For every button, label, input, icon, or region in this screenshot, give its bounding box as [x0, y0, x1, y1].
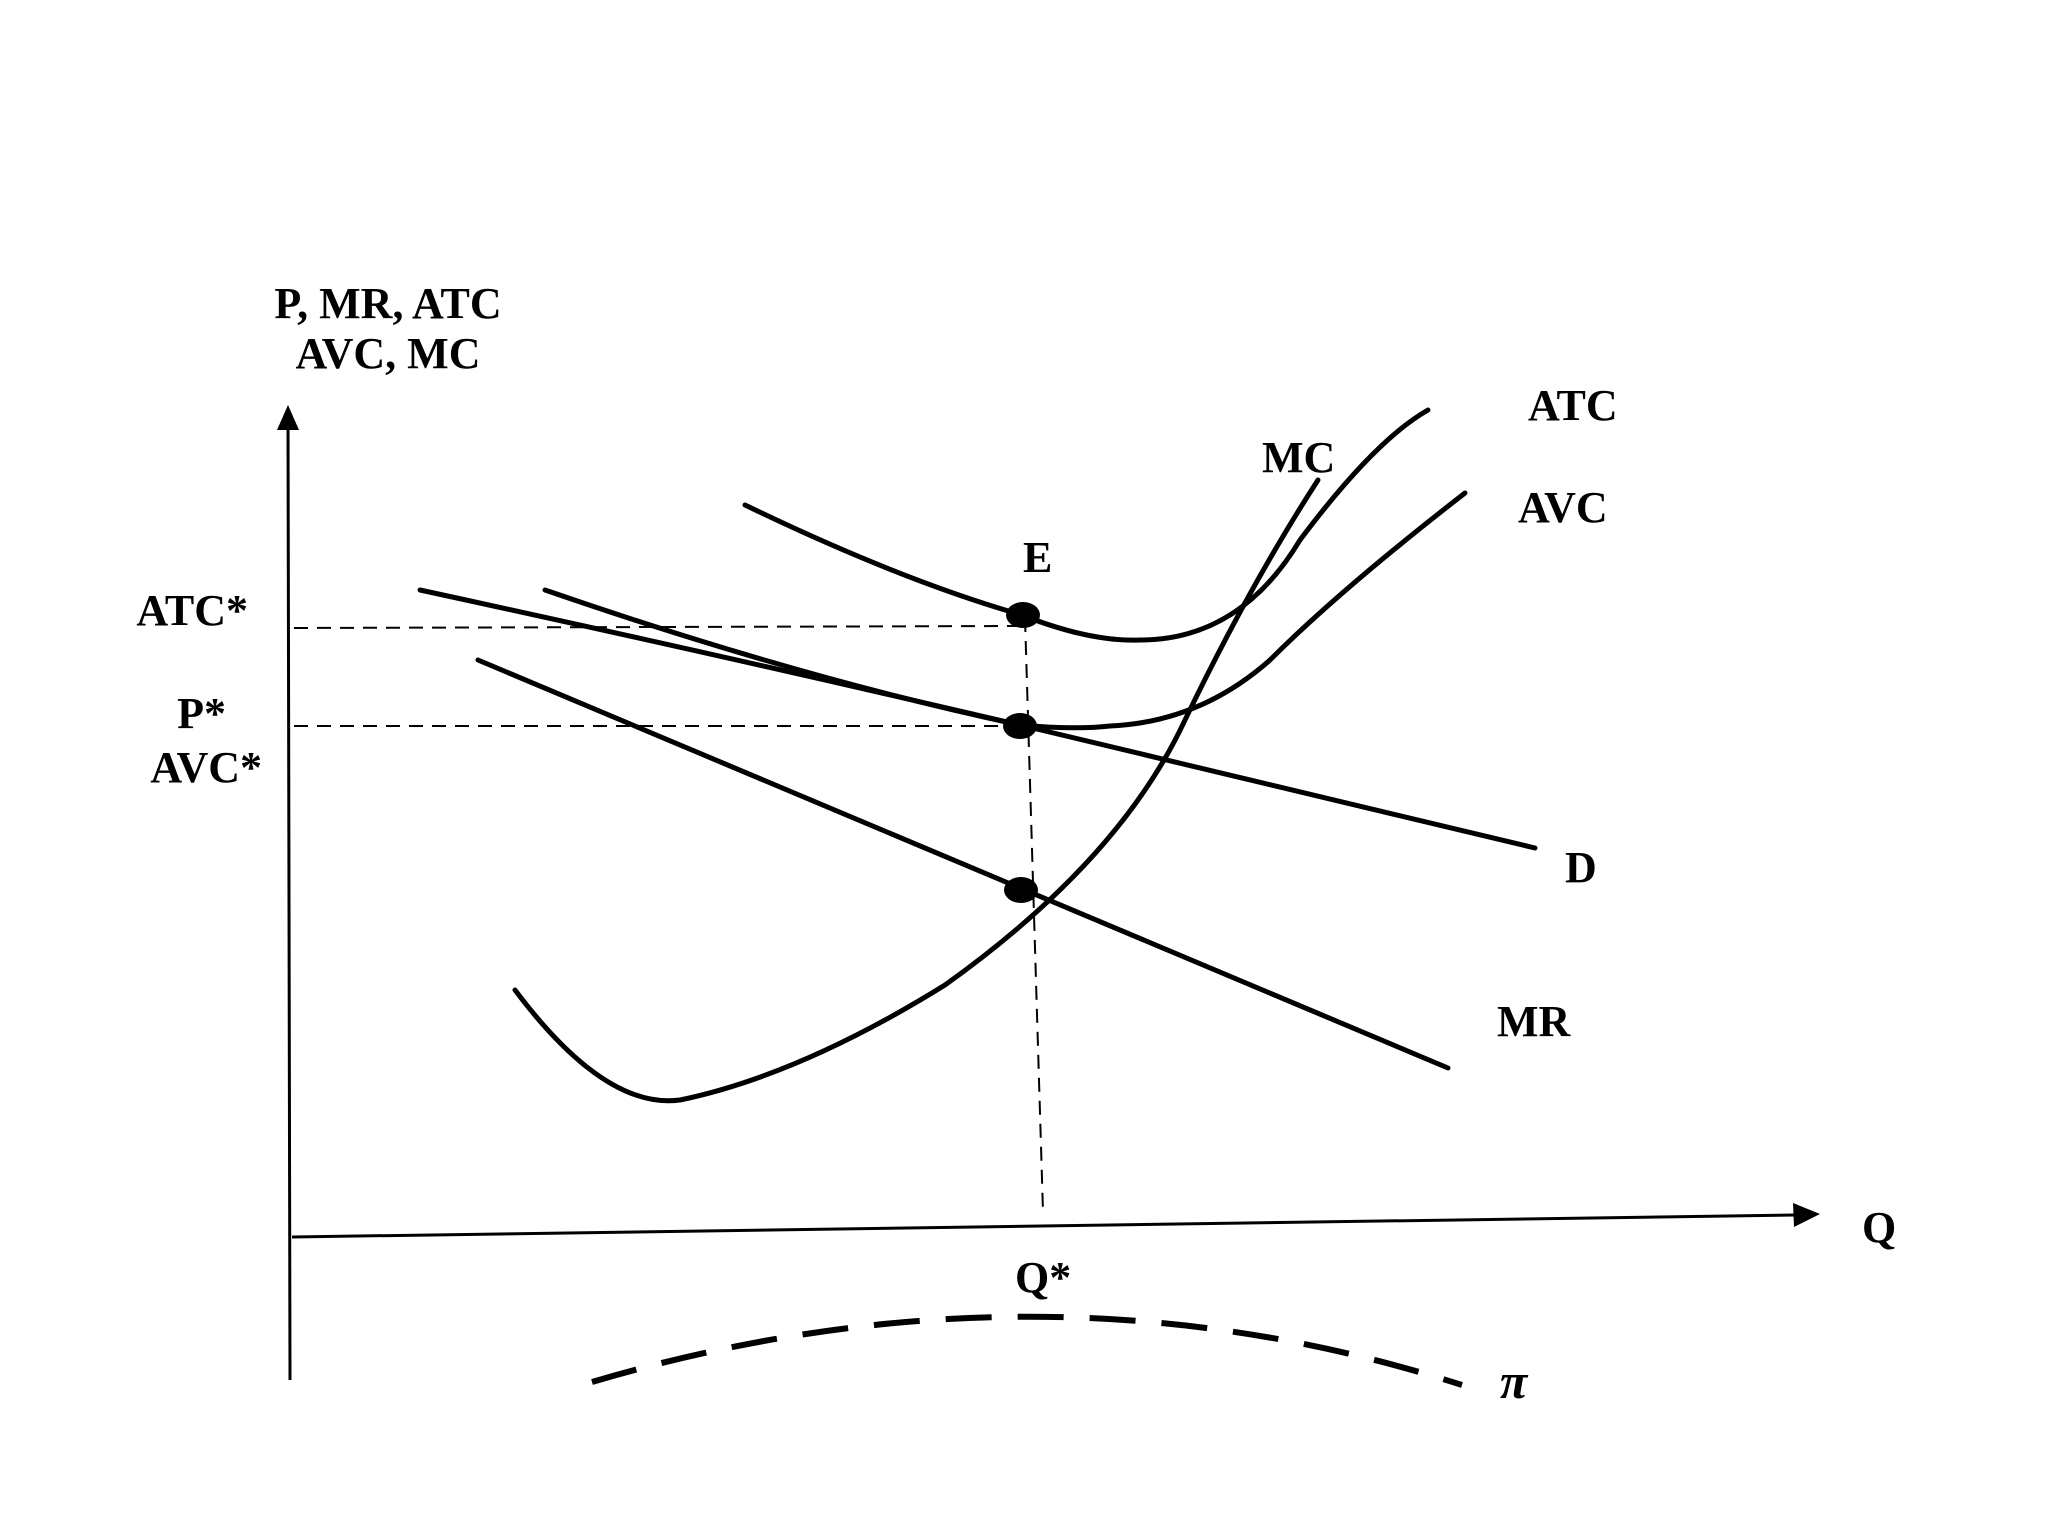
avc-curve [542, 490, 1468, 731]
tick-q-star: Q* [1015, 1253, 1071, 1302]
atc-curve [742, 407, 1431, 643]
label-profit: π [1500, 1353, 1529, 1409]
label-point-e: E [1023, 533, 1052, 582]
label-mc: MC [1262, 433, 1335, 482]
label-d: D [1565, 843, 1597, 892]
curves [417, 407, 1538, 1388]
x-axis [291, 1213, 1796, 1239]
labels: P, MR, ATC AVC, MC ATC* P* AVC* Q Q* E A… [136, 279, 1896, 1409]
y-axis-label-line1: P, MR, ATC [274, 279, 501, 328]
point-p-star [1003, 713, 1037, 739]
y-axis-label-line2: AVC, MC [296, 329, 481, 378]
mc-curve [512, 477, 1321, 1104]
points [1003, 602, 1040, 903]
label-mr: MR [1497, 997, 1572, 1046]
x-axis-label: Q [1862, 1203, 1896, 1252]
demand-curve [417, 587, 1538, 851]
profit-curve [591, 1313, 1463, 1388]
y-axis [286, 419, 292, 1381]
tick-avc-star: AVC* [150, 743, 262, 792]
x-axis-arrowhead [1793, 1203, 1820, 1227]
label-avc: AVC [1518, 483, 1608, 532]
label-atc: ATC [1528, 381, 1618, 430]
atc-star-guide [293, 625, 1021, 629]
point-mc-mr [1004, 877, 1038, 903]
y-axis-arrowhead [277, 405, 299, 430]
tick-atc-star: ATC* [136, 586, 248, 635]
axes [277, 405, 1820, 1381]
mr-curve [475, 657, 1451, 1071]
tick-p-star: P* [177, 689, 226, 738]
point-e [1006, 602, 1040, 628]
